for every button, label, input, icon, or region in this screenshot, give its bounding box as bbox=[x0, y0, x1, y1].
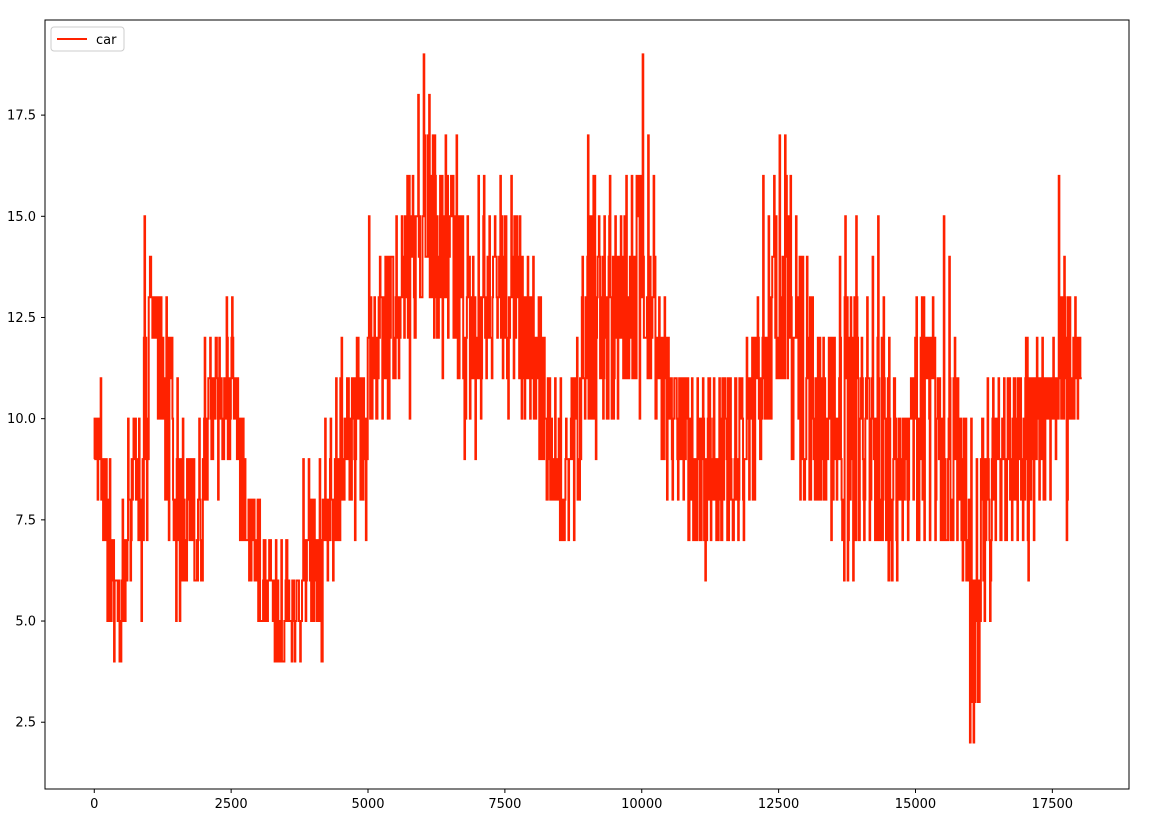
legend-box bbox=[50, 26, 125, 52]
legend-label-car: car bbox=[96, 33, 117, 48]
y-tick-label: 2.5 bbox=[15, 716, 36, 731]
x-tick-label: 2500 bbox=[215, 797, 248, 812]
x-axis: 0 2500 5000 7500 10000 12500 15000 17500 bbox=[90, 789, 1073, 812]
plot-frame bbox=[44, 19, 1130, 790]
y-tick-label: 5.0 bbox=[15, 615, 36, 630]
x-tick-label: 12500 bbox=[758, 797, 799, 812]
plot-area bbox=[93, 53, 1082, 744]
legend: car bbox=[50, 26, 125, 52]
series-line-car bbox=[93, 53, 1082, 744]
y-tick-label: 15.0 bbox=[7, 210, 36, 225]
y-tick-label: 12.5 bbox=[7, 311, 36, 326]
x-tick-label: 7500 bbox=[488, 797, 521, 812]
y-axis: 2.5 5.0 7.5 10.0 12.5 15.0 17.5 bbox=[7, 109, 45, 731]
x-tick-label: 0 bbox=[90, 797, 98, 812]
x-tick-label: 15000 bbox=[895, 797, 936, 812]
y-tick-label: 7.5 bbox=[15, 513, 36, 528]
y-tick-label: 10.0 bbox=[7, 412, 36, 427]
x-tick-label: 5000 bbox=[351, 797, 384, 812]
x-tick-label: 10000 bbox=[621, 797, 662, 812]
y-tick-label: 17.5 bbox=[7, 109, 36, 124]
x-tick-label: 17500 bbox=[1032, 797, 1073, 812]
